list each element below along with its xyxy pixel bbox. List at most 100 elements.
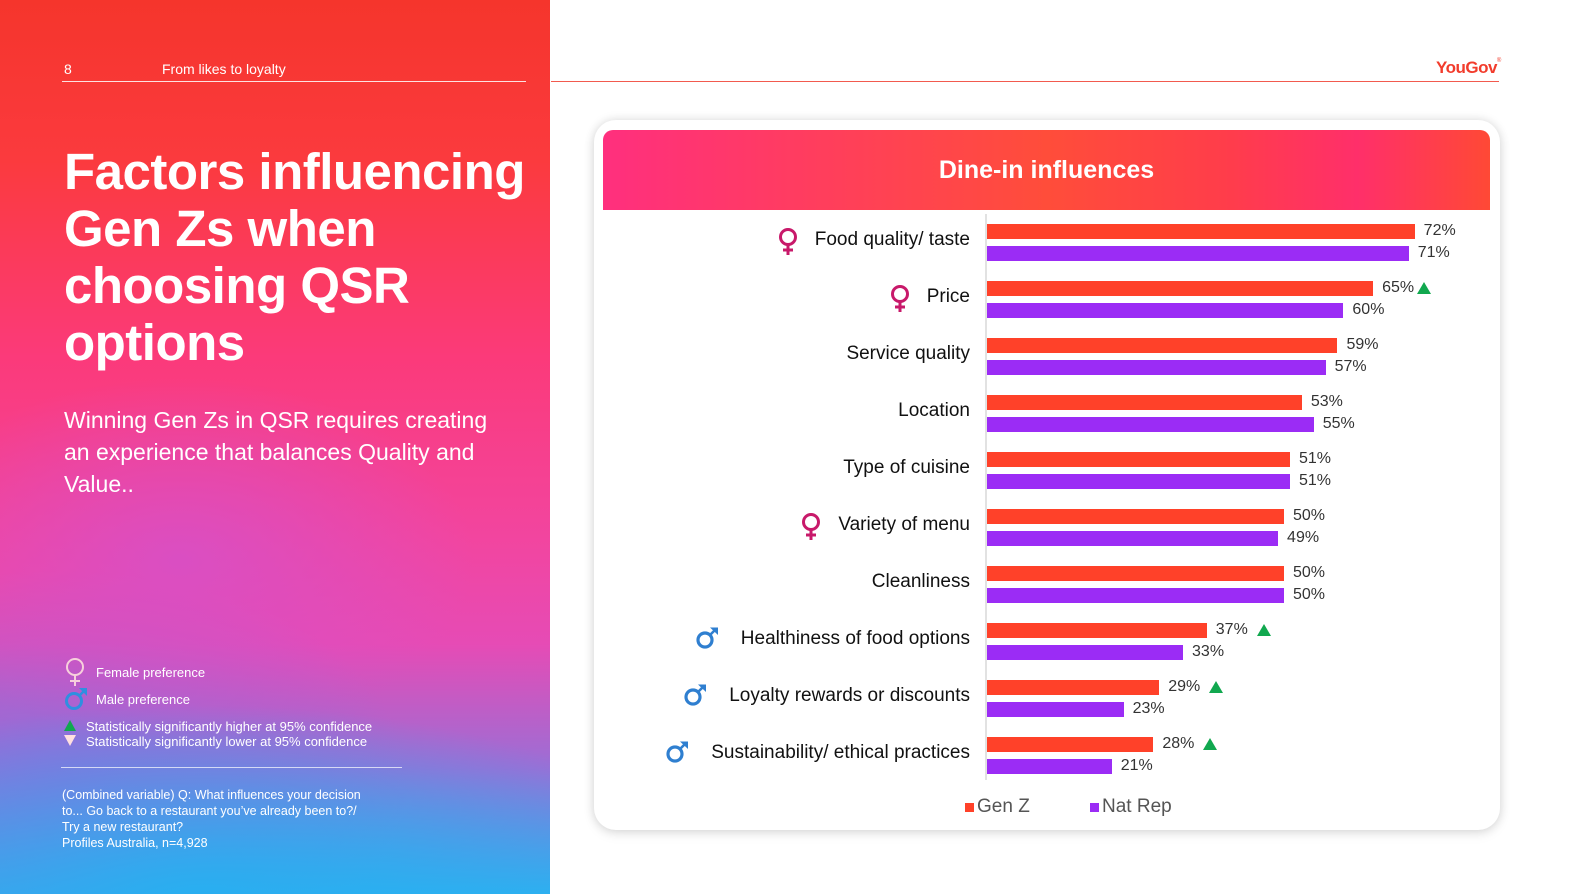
category-label: Cleanliness xyxy=(871,571,970,592)
female-preference-icon xyxy=(889,285,911,318)
logo-text: YouGov xyxy=(1436,58,1497,77)
category-label: Service quality xyxy=(846,343,970,364)
value-label-genz: 50% xyxy=(1293,564,1326,581)
triangle-up-icon xyxy=(64,720,76,731)
value-label-genz: 28% xyxy=(1162,735,1195,752)
legend-male-label: Male preference xyxy=(96,691,190,707)
header-divider-right xyxy=(551,81,1499,82)
footnote-line: Profiles Australia, n=4,928 xyxy=(62,836,208,850)
logo-registered-mark: ® xyxy=(1496,58,1501,64)
bar-natrep xyxy=(987,246,1409,261)
value-label-natrep: 33% xyxy=(1192,643,1225,660)
female-symbol-icon xyxy=(890,285,909,312)
female-preference-icon xyxy=(777,228,799,261)
left-panel: 8 From likes to loyalty Factors influenc… xyxy=(0,0,550,894)
legend-male: Male preference xyxy=(64,687,190,711)
page-subtitle: Winning Gen Zs in QSR requires creating … xyxy=(64,407,488,497)
category-label: Variety of menu xyxy=(838,514,970,535)
footnote: (Combined variable) Q: What influences y… xyxy=(62,787,422,851)
bar-natrep xyxy=(987,303,1344,318)
value-label-natrep: 55% xyxy=(1322,415,1355,432)
footnote-line: Try a new restaurant? xyxy=(62,820,184,834)
category-label: Location xyxy=(898,400,970,421)
section-title: From likes to loyalty xyxy=(162,61,286,77)
legend-sig-lower: Statistically significantly lower at 95%… xyxy=(64,734,367,749)
footnote-line: to... Go back to a restaurant you’ve alr… xyxy=(62,804,357,818)
value-label-natrep: 21% xyxy=(1120,757,1153,774)
value-label-genz: 72% xyxy=(1423,222,1456,239)
bar-genz xyxy=(987,737,1154,752)
bar-genz xyxy=(987,338,1338,353)
footnote-line: (Combined variable) Q: What influences y… xyxy=(62,788,361,802)
male-symbol-icon xyxy=(696,627,718,649)
bar-natrep xyxy=(987,588,1284,603)
category-label: Sustainability/ ethical practices xyxy=(711,742,970,763)
bar-genz xyxy=(987,281,1374,296)
bar-genz xyxy=(987,452,1290,467)
category-label: Type of cuisine xyxy=(843,457,970,478)
value-label-natrep: 60% xyxy=(1352,301,1385,318)
value-label-genz: 65% xyxy=(1382,279,1415,296)
male-preference-icon xyxy=(695,627,719,654)
bar-natrep xyxy=(987,645,1184,660)
category-label: Healthiness of food options xyxy=(740,628,970,649)
value-label-genz: 59% xyxy=(1346,336,1379,353)
header-divider xyxy=(62,81,526,82)
female-preference-icon xyxy=(800,513,822,546)
female-symbol-icon xyxy=(802,513,821,540)
value-label-genz: 50% xyxy=(1293,507,1326,524)
value-label-natrep: 71% xyxy=(1417,244,1450,261)
legend-sig-higher-label: Statistically significantly higher at 95… xyxy=(86,719,373,734)
bar-genz xyxy=(987,509,1284,524)
value-label-genz: 53% xyxy=(1310,393,1343,410)
bar-natrep xyxy=(987,702,1124,717)
chart-axis-line xyxy=(985,214,987,780)
bar-genz xyxy=(987,395,1302,410)
bar-genz xyxy=(987,224,1415,239)
bar-genz xyxy=(987,680,1160,695)
sig-higher-icon xyxy=(1209,681,1224,693)
male-preference-icon xyxy=(665,741,689,768)
female-symbol-icon xyxy=(66,658,84,686)
chart-banner: Dine-in influences xyxy=(603,130,1490,210)
chart-title: Dine-in influences xyxy=(938,156,1155,184)
page-title: Factors influencing Gen Zs when choosing… xyxy=(64,143,525,371)
legend-sig-higher: Statistically significantly higher at 95… xyxy=(64,719,372,734)
triangle-down-icon xyxy=(64,735,76,746)
sig-higher-icon xyxy=(1256,624,1271,636)
male-preference-icon xyxy=(683,684,707,711)
bar-natrep xyxy=(987,360,1326,375)
chart-legend-genz-label: Gen Z xyxy=(977,796,1030,817)
value-label-genz: 37% xyxy=(1215,621,1248,638)
value-label-natrep: 49% xyxy=(1287,529,1320,546)
category-label: Loyalty rewards or discounts xyxy=(729,685,970,706)
sig-higher-icon xyxy=(1203,738,1218,750)
chart-legend-natrep: Nat Rep xyxy=(1090,796,1172,818)
female-symbol-icon xyxy=(778,228,797,255)
legend-female: Female preference xyxy=(64,657,205,687)
value-label-natrep: 23% xyxy=(1132,700,1165,717)
sig-higher-icon xyxy=(1417,282,1432,294)
footnote-divider xyxy=(61,767,402,768)
bar-natrep xyxy=(987,531,1279,546)
page-number: 8 xyxy=(64,61,72,77)
category-label: Food quality/ taste xyxy=(814,229,970,250)
chart-legend-natrep-label: Nat Rep xyxy=(1102,796,1172,817)
bar-natrep xyxy=(987,474,1290,489)
bar-natrep xyxy=(987,759,1112,774)
genz-swatch xyxy=(965,802,974,812)
legend-female-label: Female preference xyxy=(96,664,206,680)
natrep-swatch xyxy=(1090,802,1099,812)
bar-genz xyxy=(987,623,1207,638)
value-label-genz: 29% xyxy=(1168,678,1201,695)
bar-natrep xyxy=(987,417,1314,432)
male-symbol-icon xyxy=(684,684,707,706)
value-label-genz: 51% xyxy=(1298,450,1331,467)
male-symbol-icon xyxy=(65,688,87,710)
value-label-natrep: 50% xyxy=(1293,586,1326,603)
legend-sig-lower-label: Statistically significantly lower at 95%… xyxy=(86,734,368,749)
value-label-natrep: 51% xyxy=(1298,472,1331,489)
male-symbol-icon xyxy=(666,741,689,763)
chart-legend-genz: Gen Z xyxy=(965,796,1030,818)
value-label-natrep: 57% xyxy=(1334,358,1367,375)
